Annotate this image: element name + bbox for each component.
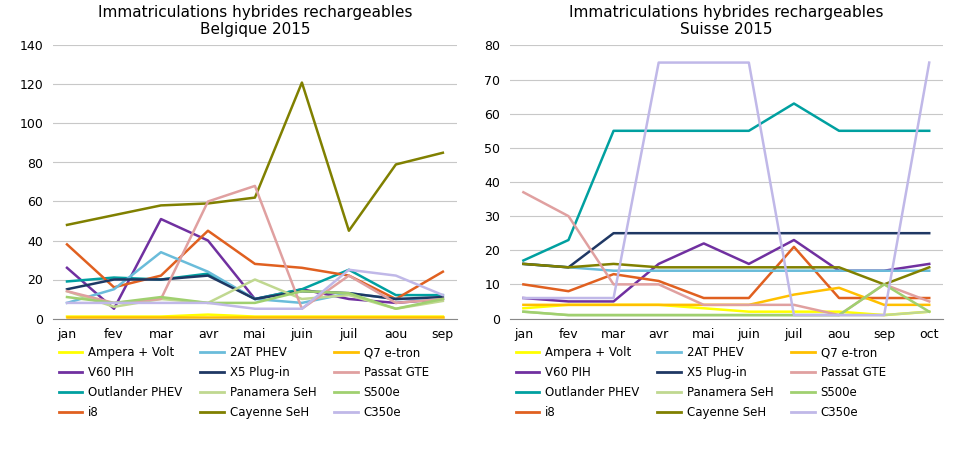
Title: Immatriculations hybrides rechargeables
Suisse 2015: Immatriculations hybrides rechargeables …	[569, 5, 882, 37]
Title: Immatriculations hybrides rechargeables
Belgique 2015: Immatriculations hybrides rechargeables …	[98, 5, 411, 37]
Legend: Ampera + Volt, V60 PIH, Outlander PHEV, i8, 2AT PHEV, X5 Plug-in, Panamera SeH, : Ampera + Volt, V60 PIH, Outlander PHEV, …	[59, 346, 429, 420]
Legend: Ampera + Volt, V60 PIH, Outlander PHEV, i8, 2AT PHEV, X5 Plug-in, Panamera SeH, : Ampera + Volt, V60 PIH, Outlander PHEV, …	[515, 346, 885, 420]
